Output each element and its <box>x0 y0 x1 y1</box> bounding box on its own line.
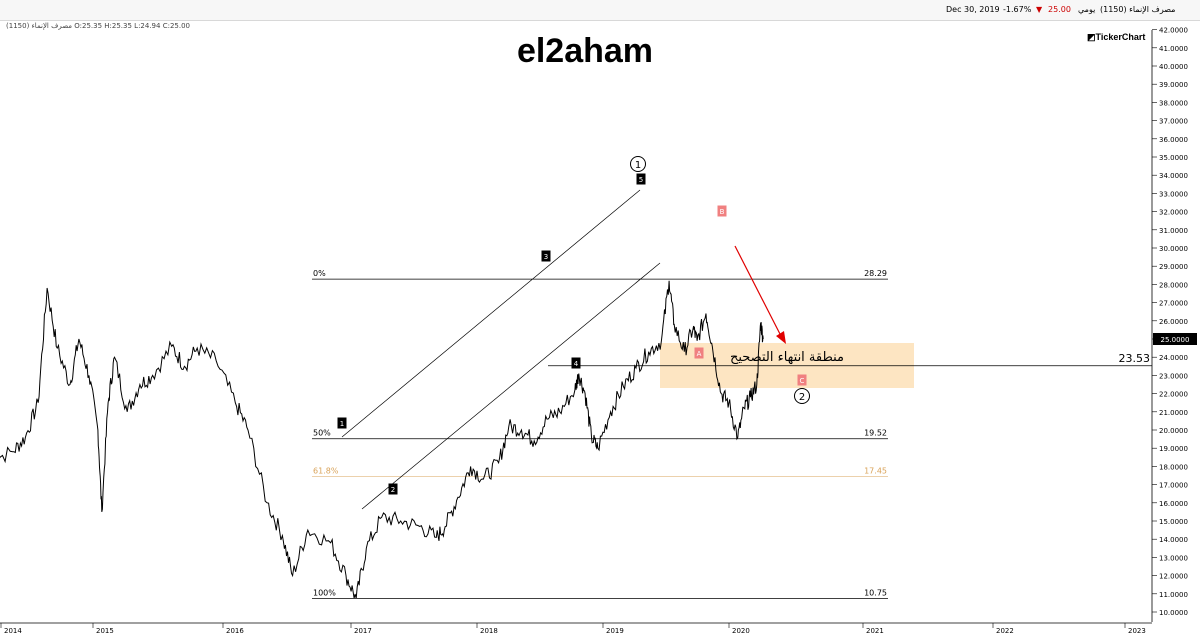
y-tick-label: 10.0000 <box>1159 609 1188 617</box>
y-tick-label: 38.0000 <box>1159 99 1188 107</box>
y-tick-label: 40.0000 <box>1159 63 1188 71</box>
y-tick-label: 36.0000 <box>1159 136 1188 144</box>
fib-label-2: 61.8% <box>313 466 339 475</box>
x-tick-label: 2017 <box>354 627 372 635</box>
resistance-value: 23.53 <box>1119 352 1151 365</box>
y-tick-label: 37.0000 <box>1159 118 1188 126</box>
wave-label-2: 2 <box>391 486 395 494</box>
wave-label-1: 1 <box>340 420 344 428</box>
wave-label-5: 5 <box>639 176 643 184</box>
x-tick-label: 2021 <box>866 627 884 635</box>
y-tick-label: 20.0000 <box>1159 427 1188 435</box>
fib-label-0: 0% <box>313 269 326 278</box>
fib-value-1: 19.52 <box>864 429 887 438</box>
y-tick-label: 21.0000 <box>1159 409 1188 417</box>
y-tick-label: 27.0000 <box>1159 300 1188 308</box>
arrow-head-icon <box>776 331 786 344</box>
forecast-arrow <box>735 246 781 336</box>
y-tick-label: 22.0000 <box>1159 391 1188 399</box>
wave-label-3: 3 <box>544 253 548 261</box>
y-tick-label: 34.0000 <box>1159 172 1188 180</box>
wave-label-B: B <box>720 208 725 216</box>
degree-label-1: 1 <box>635 160 641 171</box>
x-tick-label: 2020 <box>732 627 750 635</box>
y-tick-label: 32.0000 <box>1159 209 1188 217</box>
wave-label-C: C <box>800 377 805 385</box>
y-tick-label: 24.0000 <box>1159 354 1188 362</box>
x-tick-label: 2019 <box>606 627 624 635</box>
y-tick-label: 29.0000 <box>1159 263 1188 271</box>
y-tick-label: 42.0000 <box>1159 27 1188 35</box>
fib-value-2: 17.45 <box>864 466 887 475</box>
x-tick-label: 2015 <box>96 627 114 635</box>
y-tick-label: 41.0000 <box>1159 45 1188 53</box>
fib-value-0: 28.29 <box>864 269 887 278</box>
channel-upper-line <box>342 190 640 437</box>
y-tick-label: 19.0000 <box>1159 445 1188 453</box>
x-tick-label: 2023 <box>1128 627 1146 635</box>
x-tick-label: 2014 <box>4 627 22 635</box>
y-tick-label: 17.0000 <box>1159 482 1188 490</box>
y-tick-label: 23.0000 <box>1159 372 1188 380</box>
price-line <box>0 281 763 599</box>
correction-zone-label: منطقة انتهاء التصحيح <box>662 350 912 365</box>
y-tick-label: 31.0000 <box>1159 227 1188 235</box>
y-tick-label: 26.0000 <box>1159 318 1188 326</box>
x-tick-label: 2016 <box>226 627 244 635</box>
y-tick-label: 18.0000 <box>1159 463 1188 471</box>
y-tick-label: 12.0000 <box>1159 573 1188 581</box>
fib-value-3: 10.75 <box>864 588 887 597</box>
fib-label-3: 100% <box>313 588 336 597</box>
y-tick-label: 35.0000 <box>1159 154 1188 162</box>
x-tick-label: 2018 <box>480 627 498 635</box>
y-tick-label: 39.0000 <box>1159 81 1188 89</box>
y-tick-label: 11.0000 <box>1159 591 1188 599</box>
degree-label-2: 2 <box>799 392 805 403</box>
last-price-label: 25.0000 <box>1161 336 1190 344</box>
fib-label-1: 50% <box>313 429 331 438</box>
wave-label-4: 4 <box>574 360 579 368</box>
y-tick-label: 15.0000 <box>1159 518 1188 526</box>
y-tick-label: 14.0000 <box>1159 536 1188 544</box>
y-tick-label: 33.0000 <box>1159 190 1188 198</box>
y-tick-label: 30.0000 <box>1159 245 1188 253</box>
x-tick-label: 2022 <box>996 627 1014 635</box>
y-tick-label: 16.0000 <box>1159 500 1188 508</box>
channel-lower-line <box>362 263 660 509</box>
y-tick-label: 13.0000 <box>1159 554 1188 562</box>
y-tick-label: 28.0000 <box>1159 281 1188 289</box>
